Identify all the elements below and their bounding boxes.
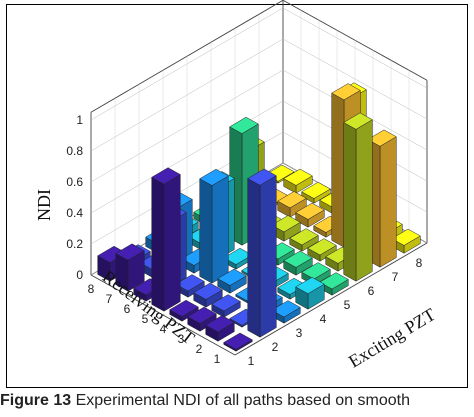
bar-r5-e2 [175, 274, 205, 298]
z-tick-label: 0.2 [66, 237, 83, 251]
figure-caption-label: Figure 13 [0, 392, 72, 409]
x-tick-label: 3 [296, 326, 303, 340]
bars-group [97, 82, 421, 352]
bar-r3-e1 [187, 306, 217, 332]
bar-r1-e1 [223, 332, 253, 352]
y-tick-label: 2 [196, 342, 203, 356]
x-tick-label: 4 [320, 312, 327, 326]
bar-r2-e1 [205, 315, 235, 342]
y-tick-label: 1 [214, 352, 221, 366]
bar-r4-e3 [217, 268, 247, 294]
y-tick-label: 8 [88, 282, 95, 296]
bar-r5-e7 [295, 202, 325, 228]
z-tick-label: 1 [76, 113, 83, 127]
figure-caption-text: Experimental NDI of all paths based on s… [75, 392, 410, 409]
z-tick-label: 0 [76, 268, 83, 282]
bar-r6-e8 [301, 181, 331, 204]
y-tick-label: 4 [160, 322, 167, 336]
bar-r4-e1 [169, 299, 199, 322]
bar-r4-e6 [289, 228, 319, 252]
y-tick-label: 5 [142, 312, 149, 326]
bar-r7-e1 [115, 243, 145, 292]
x-axis-label: Exciting PZT [345, 304, 439, 371]
bar-r3-e5 [283, 250, 313, 276]
bar-r5-e1 [151, 167, 181, 312]
y-tick-label: 6 [124, 302, 131, 316]
bar-r1-e4 [295, 277, 325, 310]
x-tick-label: 1 [248, 354, 255, 368]
x-tick-label: 6 [368, 284, 375, 298]
x-tick-label: 5 [344, 298, 351, 312]
bar-r1-e2 [247, 168, 277, 338]
y-tick-label: 7 [106, 292, 113, 306]
z-tick-label: 0.4 [66, 206, 83, 220]
z-tick-label: 0.8 [66, 144, 83, 158]
bar-r3-e6 [307, 238, 337, 262]
x-tick-label: 7 [392, 270, 399, 284]
bar-r6-e7 [277, 191, 307, 218]
z-tick-label: 0.6 [66, 175, 83, 189]
y-tick-label: 3 [178, 332, 185, 346]
bar-r3-e2 [211, 294, 241, 318]
bar-r4-e2 [193, 282, 223, 308]
bar-r1-e6 [343, 112, 373, 282]
x-tick-label: 8 [416, 256, 423, 270]
bar-r5-e3 [199, 168, 229, 284]
bar-r7-e8 [283, 168, 313, 194]
z-axis-label: NDI [34, 189, 54, 221]
x-tick-label: 2 [272, 340, 279, 354]
figure-caption: Figure 13 Experimental NDI of all paths … [0, 392, 474, 417]
